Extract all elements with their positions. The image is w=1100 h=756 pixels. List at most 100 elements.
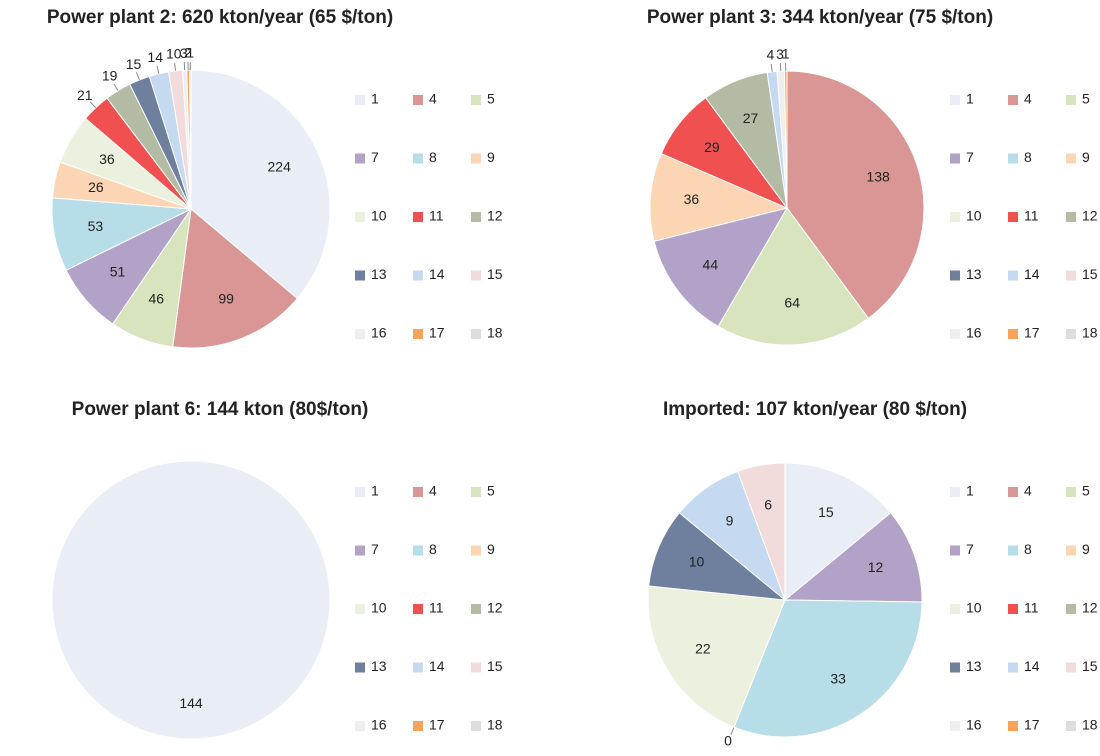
legend-swatch	[471, 329, 481, 339]
legend-swatch	[471, 721, 481, 731]
data-label: 3	[776, 46, 784, 62]
leader-line	[136, 72, 140, 81]
legend-label: 1	[966, 483, 974, 499]
leader-line	[113, 83, 119, 91]
chart-title: Power plant 6: 144 kton (80$/ton)	[72, 399, 369, 420]
legend-label: 5	[1082, 483, 1090, 499]
legend-label: 4	[429, 91, 437, 107]
legend-label: 15	[487, 658, 503, 674]
legend-swatch	[471, 662, 481, 673]
legend-label: 10	[966, 208, 982, 224]
legend-swatch	[950, 662, 960, 673]
pie-slice	[786, 70, 925, 319]
legend-label: 4	[1024, 483, 1032, 499]
pie-slice	[784, 70, 788, 209]
legend-label: 15	[487, 266, 503, 282]
legend-label: 8	[429, 149, 437, 165]
legend-swatch	[413, 662, 423, 673]
legend-swatch	[471, 95, 481, 105]
legend-label: 13	[371, 266, 387, 282]
legend-label: 13	[371, 658, 387, 674]
legend-label: 5	[1082, 91, 1090, 107]
data-label: 29	[704, 139, 720, 155]
legend-swatch	[1008, 721, 1018, 731]
data-label: 10	[689, 554, 705, 570]
legend-label: 12	[1082, 208, 1098, 224]
chart-title: Power plant 3: 344 kton/year (75 $/ton)	[647, 7, 993, 28]
legend-label: 8	[429, 541, 437, 557]
legend-swatch	[1008, 212, 1018, 222]
legend-swatch	[950, 95, 960, 105]
chart-title: Power plant 2: 620 kton/year (65 $/ton)	[47, 7, 393, 28]
legend-swatch	[1008, 153, 1018, 164]
legend-label: 16	[371, 325, 387, 341]
data-label: 26	[88, 179, 104, 195]
leader-line	[156, 65, 160, 74]
leader-line	[174, 62, 177, 71]
legend-label: 7	[371, 149, 379, 165]
pie-slice	[783, 512, 923, 603]
pie-slice	[648, 512, 787, 601]
legend-swatch	[950, 721, 960, 731]
legend-swatch	[1008, 329, 1018, 339]
legend-swatch	[1066, 212, 1076, 222]
data-label: 224	[268, 159, 292, 175]
legend-swatch	[355, 545, 365, 556]
legend-swatch	[355, 212, 365, 222]
legend-swatch	[355, 329, 365, 339]
legend-swatch	[950, 604, 960, 614]
legend-label: 18	[487, 717, 503, 733]
legend-label: 9	[487, 541, 495, 557]
legend-swatch	[355, 721, 365, 731]
legend-label: 4	[429, 483, 437, 499]
legend-swatch	[1008, 95, 1018, 105]
legend-swatch	[1066, 153, 1076, 164]
legend-swatch	[355, 95, 365, 105]
legend-label: 9	[1082, 149, 1090, 165]
legend-label: 12	[487, 600, 503, 616]
legend-label: 14	[429, 266, 445, 282]
legend-label: 16	[966, 717, 982, 733]
legend-swatch	[1008, 545, 1018, 556]
legend-swatch	[413, 487, 423, 497]
legend-swatch	[1008, 604, 1018, 614]
legend-label: 14	[1024, 266, 1040, 282]
legend-swatch	[950, 153, 960, 164]
legend-swatch	[1066, 270, 1076, 281]
data-label: 53	[88, 218, 104, 234]
legend-swatch	[1008, 487, 1018, 497]
legend-label: 12	[487, 208, 503, 224]
legend-swatch	[355, 604, 365, 614]
data-label: 22	[695, 640, 711, 656]
data-label: 15	[126, 56, 142, 72]
legend-label: 14	[1024, 658, 1040, 674]
pie-slice	[190, 69, 331, 300]
legend-swatch	[471, 153, 481, 164]
data-label: 4	[766, 47, 774, 63]
data-label: 12	[868, 559, 884, 575]
legend-swatch	[950, 329, 960, 339]
legend-swatch	[413, 212, 423, 222]
legend-swatch	[471, 487, 481, 497]
data-label: 1	[186, 45, 194, 61]
legend-label: 16	[966, 325, 982, 341]
legend-label: 16	[371, 717, 387, 733]
data-label: 19	[102, 68, 118, 84]
data-label: 36	[684, 191, 700, 207]
data-label: 14	[147, 49, 163, 65]
data-label: 99	[218, 290, 234, 306]
pie-slice	[172, 208, 299, 349]
pie-slice	[649, 152, 789, 242]
legend-swatch	[1066, 329, 1076, 339]
data-label: 21	[77, 87, 93, 103]
legend-label: 1	[371, 483, 379, 499]
data-label: 3	[180, 45, 188, 61]
legend-swatch	[950, 545, 960, 556]
legend-swatch	[355, 487, 365, 497]
legend-label: 13	[966, 266, 982, 282]
legend-swatch	[1066, 95, 1076, 105]
legend-label: 8	[1024, 541, 1032, 557]
legend-label: 17	[429, 325, 445, 341]
legend-label: 7	[966, 541, 974, 557]
legend-label: 11	[429, 208, 444, 224]
